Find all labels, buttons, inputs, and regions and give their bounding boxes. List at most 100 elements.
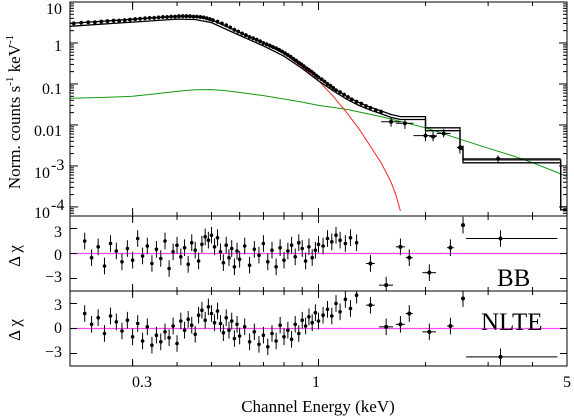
- data-point: [334, 88, 338, 93]
- bb-residual-point: [330, 240, 334, 244]
- bb-residual-point: [232, 265, 237, 269]
- data-point: [122, 18, 127, 23]
- bb-residual-point: [300, 246, 305, 251]
- bb-residual-point: [186, 262, 190, 267]
- nlte-residual-point: [278, 323, 282, 328]
- nlte-residual-point: [348, 306, 353, 311]
- nlte-binned-point: [461, 296, 466, 301]
- y-tick-label-0.01: 0.01: [34, 123, 62, 140]
- data-point: [215, 19, 220, 24]
- data-point: [128, 17, 132, 22]
- nlte-residual-point: [145, 325, 150, 329]
- data-point: [86, 20, 91, 25]
- bb-residual-point: [252, 247, 257, 252]
- data-point: [169, 14, 174, 19]
- bb-residual-point: [206, 238, 211, 242]
- bb-residual-point: [150, 261, 154, 266]
- nlte-residual-point: [182, 328, 187, 333]
- bb-residual-point: [218, 250, 223, 254]
- nlte-residual-point: [224, 315, 228, 320]
- bb-residual-point: [82, 239, 87, 243]
- y-tick-exponent-1e-3: -3: [51, 157, 64, 174]
- nlte-residual-point: [289, 337, 294, 342]
- nlte-residual-frame: [69, 290, 568, 367]
- nlte-residual-point: [229, 319, 234, 323]
- data-point: [228, 25, 233, 30]
- data-point: [180, 14, 185, 19]
- nlte-residual-point: [163, 330, 167, 334]
- nlte-binned-point: [407, 311, 412, 316]
- nlte-residual-point: [338, 310, 342, 314]
- bb-residual-point: [209, 233, 214, 237]
- nlte-residual-point: [274, 339, 278, 343]
- bb-residual-point: [159, 256, 163, 261]
- nlte-residual-point: [108, 314, 113, 318]
- data-point: [99, 19, 104, 24]
- nlte-residual-point: [125, 318, 130, 323]
- bb-residual-point: [334, 233, 338, 237]
- data-point: [133, 17, 138, 22]
- bb-residual-point: [130, 258, 135, 263]
- nlte-residual-point: [286, 328, 290, 333]
- nlte-residual-point: [270, 331, 274, 336]
- nlte-residual-point: [297, 331, 301, 336]
- bb-residual-point: [108, 241, 113, 246]
- x-tick-label-0.3: 0.3: [132, 374, 152, 391]
- nlte-residual-point: [321, 313, 325, 318]
- bb-residual-point: [171, 250, 175, 254]
- bb-residual-point: [154, 247, 159, 252]
- nlte-residual-point: [171, 324, 175, 328]
- bb-residual-point: [261, 241, 266, 246]
- data-point: [79, 20, 84, 25]
- nlte-residual-point: [303, 324, 308, 328]
- nlte-residual-point: [189, 323, 194, 328]
- bb-residual-point: [135, 236, 140, 241]
- bb-residual-point: [179, 254, 183, 259]
- nlte-residual-panel: 3 0 −3 Δ χ NLTE: [5, 290, 568, 367]
- bb-residual-series-group: [70, 216, 567, 291]
- data-point: [156, 15, 161, 20]
- binned-point: [389, 119, 394, 124]
- data-point: [244, 33, 248, 38]
- bb-residual-point: [247, 263, 252, 268]
- data-point: [173, 14, 178, 19]
- data-point: [251, 36, 256, 41]
- binned-point: [423, 133, 428, 138]
- bb-residual-point: [289, 243, 294, 247]
- nlte-residual-point: [343, 297, 348, 302]
- nlte-residual-point: [193, 332, 197, 337]
- data-point: [319, 77, 324, 82]
- nlte-residual-point: [242, 325, 247, 329]
- bb-residual-point: [293, 254, 298, 259]
- bb-residual-point: [286, 249, 290, 253]
- data-point: [105, 19, 110, 24]
- x-axis: 0.3 1 5 Channel Energy (keV): [132, 374, 571, 416]
- bb-residual-point: [120, 260, 124, 264]
- binned-point: [457, 145, 462, 150]
- nlte-residual-point: [159, 340, 163, 344]
- nlte-residual-point: [237, 334, 242, 338]
- bb-residual-point: [224, 243, 228, 247]
- bb-panel-label: BB: [497, 265, 530, 292]
- bb-residual-point: [200, 242, 204, 247]
- nlte-residual-point: [114, 320, 119, 324]
- data-point: [165, 15, 170, 19]
- data-point: [247, 35, 252, 39]
- nlte-y-tick-3: 3: [54, 297, 62, 314]
- bb-residual-point: [212, 245, 217, 249]
- spectrum-ticks: [69, 1, 568, 217]
- data-point: [264, 42, 269, 47]
- bb-y-axis-title: Δ χ: [5, 245, 24, 267]
- nlte-residual-point: [179, 319, 183, 323]
- data-point: [224, 23, 229, 28]
- x-tick-label-5: 5: [563, 374, 571, 391]
- bb-residual-point: [196, 259, 201, 263]
- bb-y-tick-3: 3: [54, 224, 62, 241]
- bb-residual-point: [189, 240, 194, 245]
- bb-residual-point: [343, 241, 348, 246]
- data-point: [236, 29, 241, 34]
- data-point: [240, 31, 245, 36]
- nlte-residual-point: [167, 335, 171, 340]
- data-point: [316, 75, 321, 80]
